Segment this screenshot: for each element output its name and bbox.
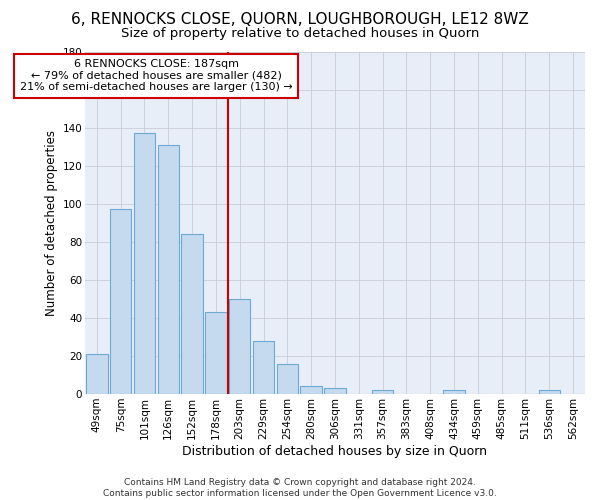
Text: 6 RENNOCKS CLOSE: 187sqm
← 79% of detached houses are smaller (482)
21% of semi-: 6 RENNOCKS CLOSE: 187sqm ← 79% of detach… [20, 59, 293, 92]
Bar [110, 210, 131, 394]
Bar [301, 386, 322, 394]
X-axis label: Distribution of detached houses by size in Quorn: Distribution of detached houses by size … [182, 444, 487, 458]
Y-axis label: Number of detached properties: Number of detached properties [45, 130, 58, 316]
Bar [324, 388, 346, 394]
Text: Size of property relative to detached houses in Quorn: Size of property relative to detached ho… [121, 28, 479, 40]
Bar [277, 364, 298, 394]
Bar [539, 390, 560, 394]
Text: Contains HM Land Registry data © Crown copyright and database right 2024.
Contai: Contains HM Land Registry data © Crown c… [103, 478, 497, 498]
Bar [253, 341, 274, 394]
Text: 6, RENNOCKS CLOSE, QUORN, LOUGHBOROUGH, LE12 8WZ: 6, RENNOCKS CLOSE, QUORN, LOUGHBOROUGH, … [71, 12, 529, 28]
Bar [229, 299, 250, 394]
Bar [205, 312, 227, 394]
Bar [86, 354, 107, 394]
Bar [443, 390, 465, 394]
Bar [372, 390, 394, 394]
Bar [181, 234, 203, 394]
Bar [158, 144, 179, 394]
Bar [134, 134, 155, 394]
